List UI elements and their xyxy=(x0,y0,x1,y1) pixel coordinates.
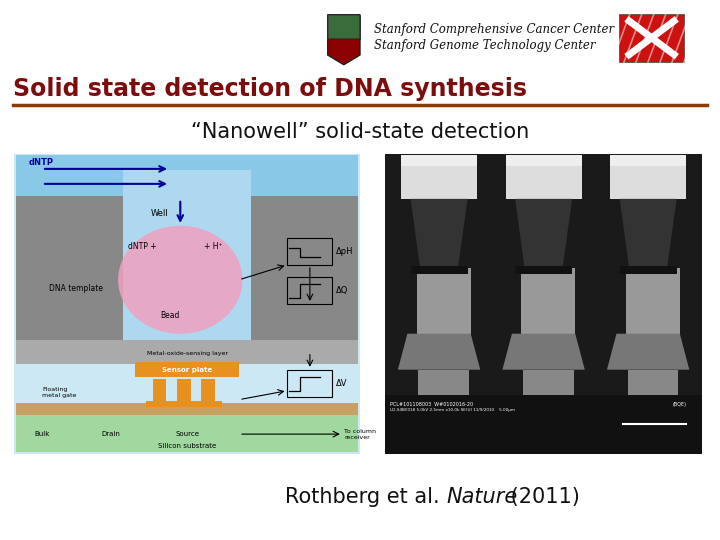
Bar xyxy=(123,171,251,340)
Bar xyxy=(201,379,215,406)
Bar xyxy=(153,379,166,406)
Bar xyxy=(410,266,467,274)
Text: Silicon substrate: Silicon substrate xyxy=(158,443,216,449)
Text: dNTP +: dNTP + xyxy=(128,242,157,251)
Text: Stanford Genome Technology Center: Stanford Genome Technology Center xyxy=(374,39,596,52)
Bar xyxy=(251,196,359,340)
Text: (BQE): (BQE) xyxy=(672,402,686,407)
Bar xyxy=(385,409,702,454)
Text: Sensor plate: Sensor plate xyxy=(162,367,212,373)
Polygon shape xyxy=(607,334,689,370)
Polygon shape xyxy=(328,39,360,65)
Bar xyxy=(401,156,477,166)
Bar xyxy=(610,156,686,166)
Bar xyxy=(523,370,574,409)
Polygon shape xyxy=(410,199,467,268)
Text: Bulk: Bulk xyxy=(35,431,50,437)
FancyBboxPatch shape xyxy=(9,150,365,458)
Text: Drain: Drain xyxy=(102,431,121,437)
Text: Rothberg et al.: Rothberg et al. xyxy=(285,487,446,507)
Bar xyxy=(418,370,469,409)
Polygon shape xyxy=(398,334,480,370)
Text: To column
receiver: To column receiver xyxy=(344,429,377,440)
Text: dNTP: dNTP xyxy=(28,158,53,167)
Text: (2011): (2011) xyxy=(504,487,580,507)
Bar xyxy=(16,196,123,340)
Text: PCL#101108003  W#0102016-20: PCL#101108003 W#0102016-20 xyxy=(390,402,473,407)
Text: + H⁺: + H⁺ xyxy=(204,242,223,251)
Text: Stanford Comprehensive Cancer Center: Stanford Comprehensive Cancer Center xyxy=(374,23,615,36)
Text: ΔV: ΔV xyxy=(336,379,347,388)
Polygon shape xyxy=(620,199,677,268)
Text: DNA template: DNA template xyxy=(49,284,103,293)
Text: ΔpH: ΔpH xyxy=(336,247,354,256)
Bar xyxy=(135,362,239,377)
Bar xyxy=(505,156,582,166)
Text: “Nanowell” solid-state detection: “Nanowell” solid-state detection xyxy=(191,122,529,143)
Bar xyxy=(628,370,678,409)
Text: Floating
metal gate: Floating metal gate xyxy=(42,387,76,397)
Bar xyxy=(385,395,702,411)
Bar xyxy=(620,266,677,274)
Bar xyxy=(515,266,572,274)
Polygon shape xyxy=(328,15,360,39)
Bar xyxy=(16,403,359,415)
Text: Nature: Nature xyxy=(446,487,518,507)
Text: ΔQ: ΔQ xyxy=(336,286,348,295)
Bar xyxy=(401,157,477,199)
Bar xyxy=(521,268,575,334)
Bar xyxy=(610,157,686,199)
Bar xyxy=(287,277,333,303)
Bar xyxy=(626,268,680,334)
Bar xyxy=(287,238,333,265)
Bar xyxy=(16,413,359,452)
Text: Source: Source xyxy=(175,431,199,437)
Bar xyxy=(417,268,471,334)
Bar xyxy=(505,157,582,199)
Bar xyxy=(16,340,359,364)
Text: Well: Well xyxy=(150,210,168,218)
Text: LD-S4B0018 5.0kV 2.5mm x10.0k SE(U) 11/9/2010    5.00μm: LD-S4B0018 5.0kV 2.5mm x10.0k SE(U) 11/9… xyxy=(390,408,515,412)
Ellipse shape xyxy=(118,226,243,334)
Bar xyxy=(619,14,684,62)
Polygon shape xyxy=(515,199,572,268)
Text: Solid state detection of DNA synthesis: Solid state detection of DNA synthesis xyxy=(13,77,527,101)
Polygon shape xyxy=(503,334,585,370)
Bar xyxy=(145,401,222,407)
Bar xyxy=(177,379,191,406)
Bar xyxy=(287,370,333,397)
Text: Metal-oxide-sensing layer: Metal-oxide-sensing layer xyxy=(147,350,228,356)
Text: Bead: Bead xyxy=(161,311,179,320)
Bar xyxy=(16,156,359,229)
